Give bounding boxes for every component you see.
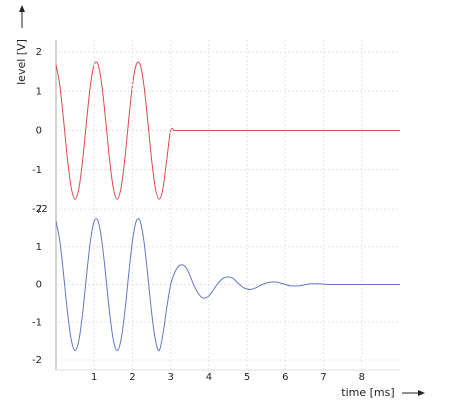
y-tick-label: 1 [36,86,42,97]
x-tick-label: 2 [129,372,135,383]
series-line [55,61,400,200]
y-tick-label: /2 [38,204,48,215]
y-axis-title: level [V] [15,39,28,85]
x-axis-title: time [ms] [341,386,394,399]
y-arrow-head [19,5,25,12]
y-tick-label: -2 [32,355,42,366]
x-tick-label: 3 [167,372,173,383]
x-tick-label: 6 [282,372,288,383]
x-tick-label: 8 [359,372,365,383]
y-tick-label: -2 [32,204,42,215]
y-tick-label: -1 [32,317,42,328]
x-arrow-head [418,390,425,396]
y-tick-label: -1 [32,165,42,176]
series-line [55,218,400,352]
y-tick-label: 0 [36,280,42,291]
x-tick-label: 1 [91,372,97,383]
x-tick-label: 4 [206,372,212,383]
x-tick-label: 5 [244,372,250,383]
y-tick-label: 2 [36,47,42,58]
y-tick-label: 1 [36,242,42,253]
y-tick-label: 0 [36,126,42,137]
x-tick-label: 7 [320,372,326,383]
